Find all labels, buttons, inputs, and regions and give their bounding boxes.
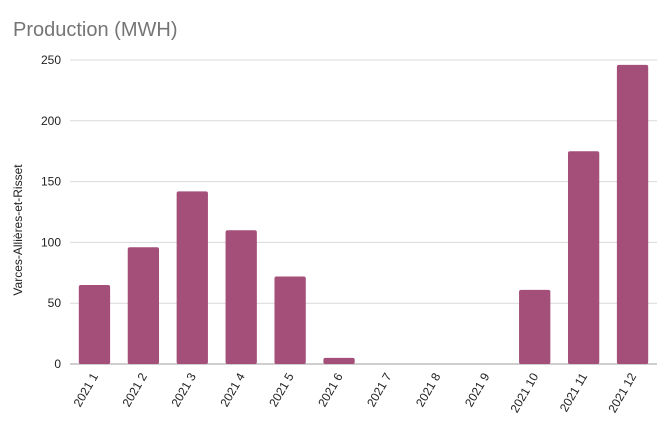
y-tick-label: 100: [41, 235, 61, 249]
gridlines: [70, 59, 657, 365]
bar: [519, 289, 551, 364]
y-tick-labels: 0 50 100 150 200 250: [41, 53, 61, 371]
x-tick-label: 2021 7: [364, 370, 395, 409]
x-tick-labels: 2021 1 2021 2 2021 3 2021 4 2021 5 2021 6 2021…: [71, 370, 640, 415]
y-tick-label: 250: [41, 53, 61, 67]
chart-title: Production (MWH): [13, 19, 178, 41]
bar: [176, 191, 208, 364]
x-tick-label: 2021 1: [71, 370, 102, 409]
x-tick-label: 2021 4: [217, 370, 248, 409]
x-tick-label: 2021 9: [462, 370, 493, 409]
bar: [274, 276, 306, 364]
x-tick-label: 2021 11: [557, 370, 591, 414]
bars: [78, 64, 649, 364]
y-tick-label: 0: [54, 357, 61, 371]
y-tick-label: 50: [48, 296, 62, 310]
x-tick-label: 2021 12: [605, 370, 639, 415]
bar: [78, 284, 111, 364]
x-tick-label: 2021 8: [413, 370, 444, 409]
y-tick-label: 200: [41, 114, 61, 128]
bar: [127, 247, 160, 364]
bar: [616, 64, 649, 364]
bar: [567, 151, 600, 364]
x-tick-label: 2021 3: [168, 370, 199, 409]
x-tick-label: 2021 6: [315, 370, 346, 409]
y-axis-label: Varces-Allières-et-Risset: [11, 164, 25, 296]
x-tick-label: 2021 10: [507, 370, 541, 415]
bar: [323, 357, 355, 364]
bar: [225, 230, 257, 364]
x-tick-label: 2021 5: [266, 370, 297, 409]
x-tick-label: 2021 2: [119, 370, 150, 409]
y-tick-label: 150: [41, 175, 61, 189]
